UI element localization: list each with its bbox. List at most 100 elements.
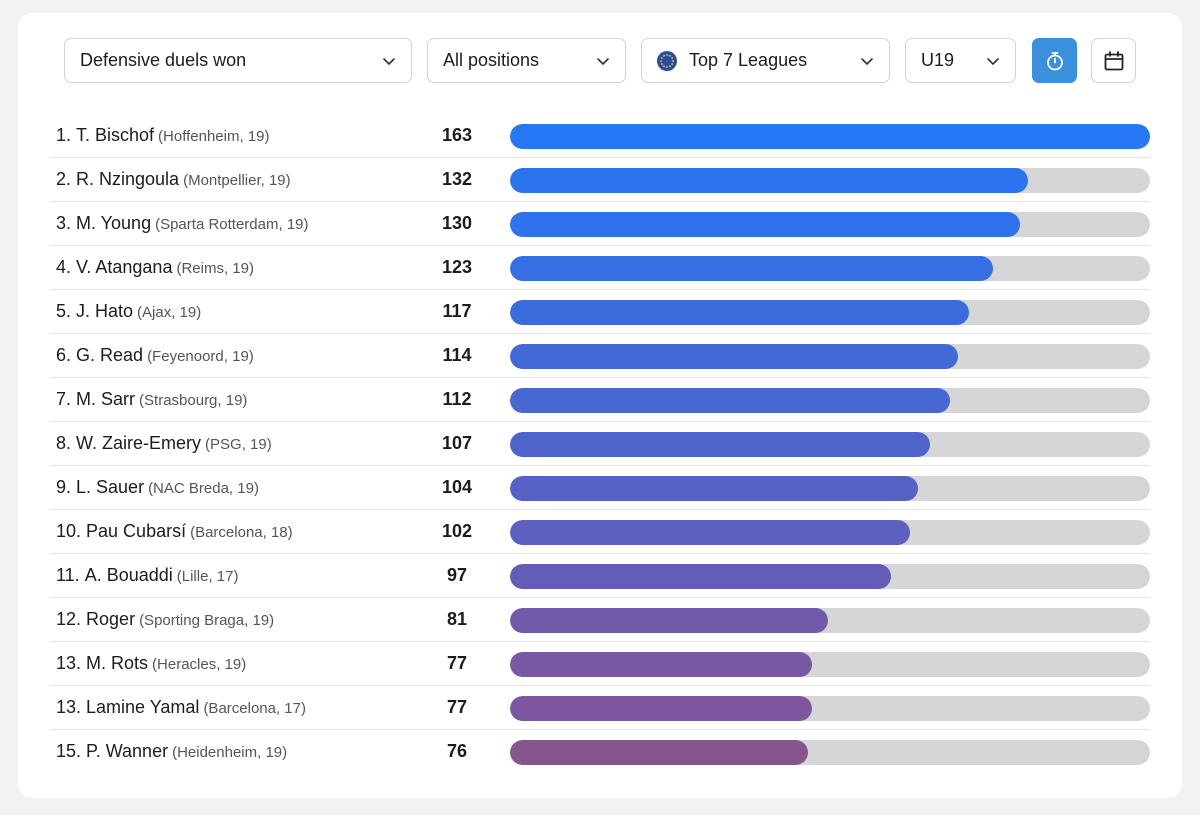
player-row[interactable]: 7. M. Sarr (Strasbourg, 19) 112 [50,378,1150,422]
player-row[interactable]: 6. G. Read (Feyenoord, 19) 114 [50,334,1150,378]
player-club-age: (Sporting Braga, 19) [139,612,275,629]
player-name-text: M. Rots [86,653,149,673]
player-rank: 1. [56,125,72,145]
bar-track [510,212,1150,237]
player-row[interactable]: 8. W. Zaire-Emery (PSG, 19) 107 [50,422,1150,466]
bar-track [510,652,1150,677]
bar-fill [510,696,813,721]
player-row[interactable]: 13. Lamine Yamal (Barcelona, 17) 77 [50,686,1150,730]
stat-value: 132 [441,169,473,189]
bar-fill [510,300,970,325]
bar-fill [510,168,1029,193]
bar-fill [510,124,1150,149]
bar-track [510,520,1150,545]
bar-fill [510,256,993,281]
player-name-text: V. Atangana [76,257,173,277]
chevron-down-icon [383,58,395,65]
position-select[interactable]: All positions [427,38,626,83]
player-rank: 2. [56,169,72,189]
player-name-text: Lamine Yamal [86,697,200,717]
metric-select[interactable]: Defensive duels won [64,38,412,83]
position-select-label: All positions [443,50,540,70]
player-name: 10. Pau Cubarsí (Barcelona, 18) [56,521,293,542]
player-name: 13. M. Rots (Heracles, 19) [56,653,246,674]
calendar-icon [1104,50,1123,70]
bar-track [510,432,1150,457]
age-select-label: U19 [921,50,955,70]
stat-value: 114 [442,345,472,365]
player-club-age: (Hoffenheim, 19) [158,128,270,145]
player-row[interactable]: 4. V. Atangana (Reims, 19) 123 [50,246,1150,290]
chevron-down-icon [987,58,999,65]
player-club-age: (Barcelona, 18) [190,524,293,541]
stat-value: 117 [442,301,472,321]
player-club-age: (Heidenheim, 19) [172,744,288,761]
player-name-text: P. Wanner [86,741,169,761]
player-club-age: (Feyenoord, 19) [147,348,254,365]
player-row[interactable]: 15. P. Wanner (Heidenheim, 19) 76 [50,730,1150,774]
player-name: 1. T. Bischof (Hoffenheim, 19) [56,125,270,146]
bar-fill [510,608,829,633]
bar-fill [510,388,950,413]
player-name-text: M. Young [76,213,152,233]
player-name-text: W. Zaire-Emery [76,433,202,453]
player-name: 4. V. Atangana (Reims, 19) [56,257,254,278]
player-row[interactable]: 1. T. Bischof (Hoffenheim, 19) 163 [50,114,1150,158]
player-club-age: (PSG, 19) [205,436,272,453]
competition-select[interactable]: Top 7 Leagues [641,38,890,83]
metric-select-label: Defensive duels won [80,50,247,70]
player-rank: 13. [56,653,82,673]
player-row[interactable]: 2. R. Nzingoula (Montpellier, 19) 132 [50,158,1150,202]
player-name: 7. M. Sarr (Strasbourg, 19) [56,389,247,410]
player-name: 5. J. Hato (Ajax, 19) [56,301,201,322]
player-rank: 11. [56,565,80,585]
player-club-age: (Lille, 17) [176,568,239,585]
eu-flag-icon [657,50,677,71]
age-select[interactable]: U19 [905,38,1016,83]
player-name-text: M. Sarr [76,389,136,409]
player-rank: 10. [56,521,82,541]
bar-track [510,740,1150,765]
bar-track [510,344,1150,369]
leaderboard-card: Defensive duels won All positions Top 7 … [18,13,1182,798]
stat-value: 123 [441,257,473,277]
stat-value: 130 [441,213,473,233]
player-row[interactable]: 12. Roger (Sporting Braga, 19) 81 [50,598,1150,642]
player-rank: 13. [56,697,82,717]
per90-toggle-button[interactable] [1032,38,1077,83]
bar-track [510,388,1150,413]
player-rank: 15. [56,741,82,761]
player-club-age: (Montpellier, 19) [183,172,291,189]
player-name: 13. Lamine Yamal (Barcelona, 17) [56,697,306,718]
bar-track [510,696,1150,721]
bar-fill [510,432,931,457]
stat-value: 107 [441,433,473,453]
stat-value: 81 [446,609,468,629]
player-rank: 6. [56,345,72,365]
player-name-text: Pau Cubarsí [86,521,187,541]
player-row[interactable]: 11. A. Bouaddi (Lille, 17) 97 [50,554,1150,598]
stat-value: 163 [441,125,473,145]
bar-track [510,564,1150,589]
season-toggle-button[interactable] [1091,38,1136,83]
player-name-text: J. Hato [76,301,134,321]
player-club-age: (Strasbourg, 19) [139,392,248,409]
player-name: 2. R. Nzingoula (Montpellier, 19) [56,169,291,190]
player-row[interactable]: 13. M. Rots (Heracles, 19) 77 [50,642,1150,686]
player-row[interactable]: 10. Pau Cubarsí (Barcelona, 18) 102 [50,510,1150,554]
player-name-text: Roger [86,609,136,629]
chevron-down-icon [597,58,609,65]
player-name: 8. W. Zaire-Emery (PSG, 19) [56,433,272,454]
player-club-age: (Sparta Rotterdam, 19) [155,216,309,233]
stat-value: 97 [446,565,468,585]
player-rank: 8. [56,433,72,453]
player-row[interactable]: 9. L. Sauer (NAC Breda, 19) 104 [50,466,1150,510]
player-name-text: L. Sauer [76,477,145,497]
player-name: 15. P. Wanner (Heidenheim, 19) [56,741,287,762]
player-row[interactable]: 5. J. Hato (Ajax, 19) 117 [50,290,1150,334]
bar-track [510,124,1150,149]
stat-value: 77 [446,653,468,673]
player-rank: 4. [56,257,72,277]
bar-track [510,256,1150,281]
player-row[interactable]: 3. M. Young (Sparta Rotterdam, 19) 130 [50,202,1150,246]
